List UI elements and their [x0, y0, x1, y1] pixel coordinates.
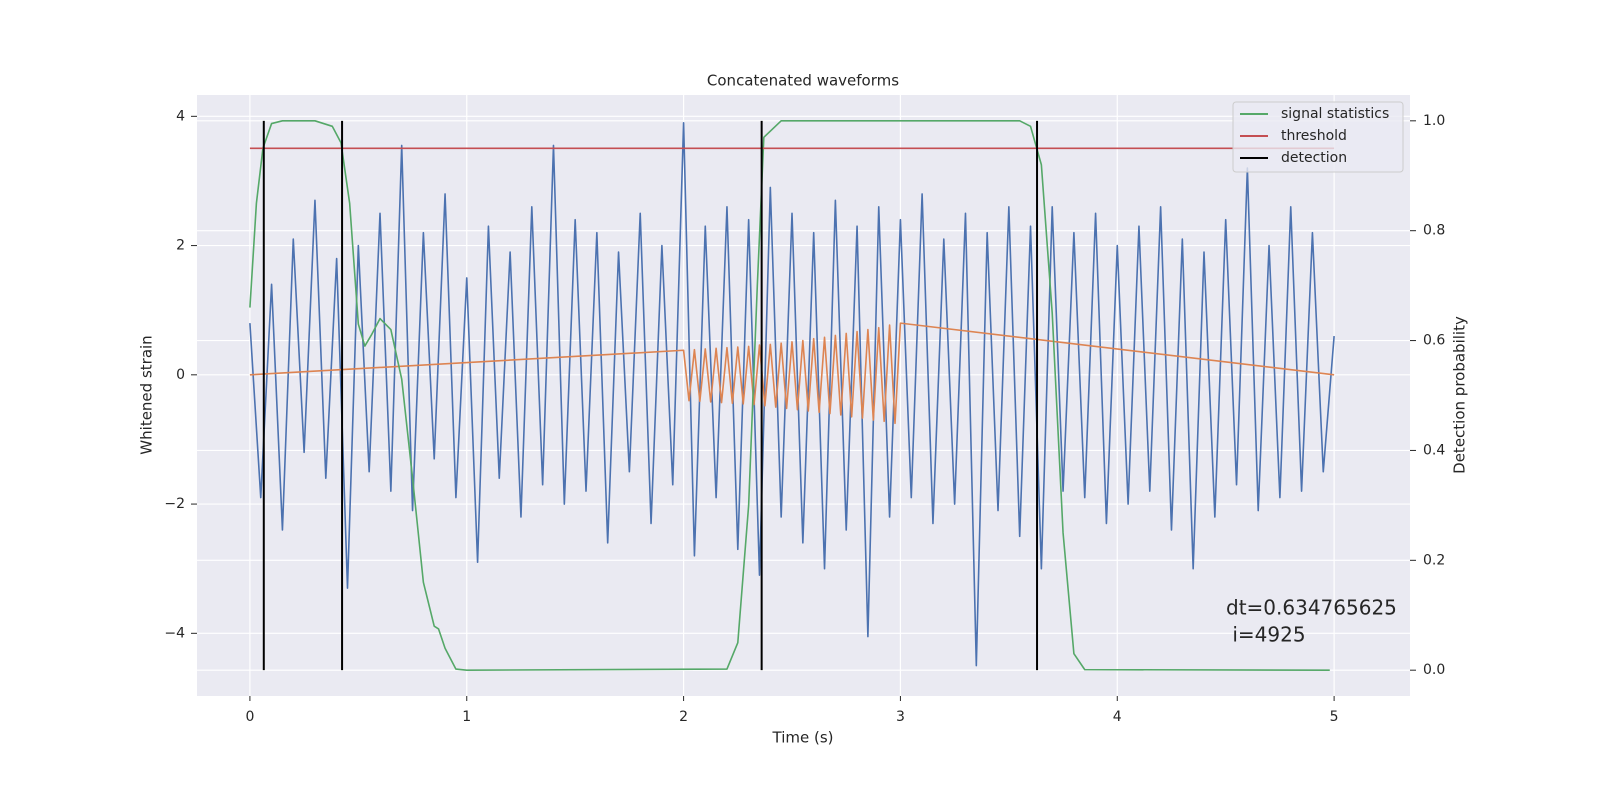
- x-tick-label: 4: [1113, 709, 1122, 725]
- x-axis-label: Time (s): [772, 729, 834, 747]
- annotation: i=4925: [1226, 623, 1306, 647]
- legend-box: [1232, 101, 1404, 173]
- y-tick-label: 4: [176, 108, 185, 124]
- legend-label: detection: [1281, 150, 1347, 166]
- y2-tick-label: 0.6: [1423, 333, 1445, 349]
- y-tick-label: 2: [176, 238, 185, 254]
- chart-title: Concatenated waveforms: [707, 72, 899, 90]
- legend-label: threshold: [1281, 128, 1347, 144]
- legend-label: signal statistics: [1281, 106, 1389, 122]
- x-tick-label: 3: [896, 709, 905, 725]
- x-tick-label: 2: [679, 709, 688, 725]
- y2-tick-label: 1.0: [1423, 113, 1445, 129]
- y2-tick-label: 0.2: [1423, 552, 1445, 568]
- series-line: [249, 120, 1330, 671]
- y2-tick-label: 0.0: [1423, 662, 1445, 678]
- y2-tick-label: 0.4: [1423, 442, 1445, 458]
- x-tick-label: 0: [245, 709, 254, 725]
- y-tick-label: 0: [176, 367, 185, 383]
- y2-axis-label: Detection probability: [1451, 316, 1469, 474]
- series-line: [249, 121, 1335, 667]
- y-tick-label: −4: [164, 625, 185, 641]
- series-line: [249, 322, 1335, 425]
- x-tick-label: 5: [1330, 709, 1339, 725]
- plot-area: [197, 95, 1410, 696]
- y-axis-label: Whitened strain: [138, 335, 156, 454]
- x-tick-label: 1: [462, 709, 471, 725]
- y-tick-label: −2: [164, 496, 185, 512]
- annotation: dt=0.634765625: [1226, 596, 1397, 620]
- y2-tick-label: 0.8: [1423, 223, 1445, 239]
